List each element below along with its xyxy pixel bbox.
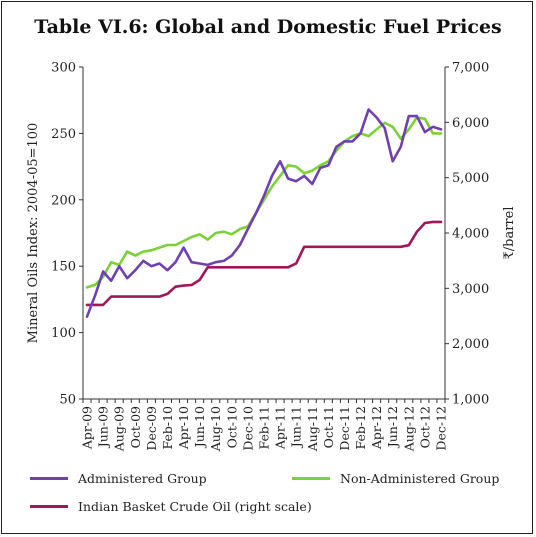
- x-tick-label: Aug-09: [112, 406, 127, 452]
- x-tick-label: Dec-10: [240, 406, 255, 451]
- y-tick-label-left: 50: [59, 393, 76, 408]
- x-tick-label: Feb-12: [353, 406, 368, 450]
- x-tick-label: Jun-09: [96, 406, 111, 449]
- x-tick-label: Aug-12: [401, 406, 416, 452]
- x-tick-label: Oct-09: [128, 406, 143, 448]
- y-tick-label-right: 7,000: [452, 61, 489, 76]
- legend-item-non-administered: Non-Administered Group: [292, 471, 499, 486]
- y-tick-label-right: 2,000: [452, 337, 489, 352]
- x-tick-label: Jun-12: [385, 406, 400, 449]
- y-tick-label-left: 300: [51, 61, 76, 76]
- y-tick-label-right: 6,000: [452, 116, 489, 131]
- x-tick-label: Oct-10: [224, 406, 239, 448]
- legend-swatch-non-administered: [292, 477, 330, 480]
- x-tick-label: Jun-10: [192, 406, 207, 449]
- y-axis-title-right: ₹/barrel: [502, 206, 517, 259]
- legend-label-administered: Administered Group: [78, 471, 207, 486]
- y-tick-label-right: 4,000: [452, 227, 489, 242]
- y-tick-label-left: 150: [51, 260, 76, 275]
- legend-swatch-crude-oil: [30, 505, 68, 508]
- x-tick-label: Feb-11: [257, 406, 272, 450]
- y-tick-label-right: 1,000: [452, 393, 489, 408]
- y-tick-label-left: 100: [51, 326, 76, 341]
- y-tick-label-left: 250: [51, 127, 76, 142]
- x-tick-label: Jun-11: [289, 406, 304, 449]
- x-tick-label: Apr-09: [80, 406, 95, 450]
- series-line-indian-basket-crude-oil: [85, 220, 443, 307]
- legend-label-crude-oil: Indian Basket Crude Oil (right scale): [78, 499, 312, 514]
- x-tick-label: Apr-12: [369, 406, 384, 450]
- chart-title: Table VI.6: Global and Domestic Fuel Pri…: [34, 16, 502, 38]
- legend-swatch-administered: [30, 477, 68, 480]
- x-tick-label: Apr-10: [176, 406, 191, 450]
- x-tick-label: Aug-10: [208, 406, 223, 452]
- x-tick-label: Apr-11: [273, 406, 288, 450]
- y-axis-title-left: Mineral Oils Index: 2004-05=100: [26, 123, 41, 344]
- y-tick-label-right: 5,000: [452, 171, 489, 186]
- legend-item-administered: Administered Group: [30, 471, 207, 486]
- legend-label-non-administered: Non-Administered Group: [340, 471, 500, 486]
- series-line-administered-group: [85, 108, 443, 319]
- y-tick-label-left: 200: [51, 193, 76, 208]
- x-tick-label: Dec-09: [144, 406, 159, 451]
- y-tick-label-right: 3,000: [452, 282, 489, 297]
- legend-item-crude-oil: Indian Basket Crude Oil (right scale): [30, 499, 312, 514]
- x-tick-label: Dec-11: [337, 406, 352, 451]
- x-tick-label: Dec-12: [433, 406, 448, 451]
- x-tick-label: Aug-11: [305, 406, 320, 452]
- x-tick-label: Feb-10: [160, 406, 175, 450]
- x-tick-label: Oct-12: [417, 406, 432, 448]
- x-tick-label: Oct-11: [321, 406, 336, 448]
